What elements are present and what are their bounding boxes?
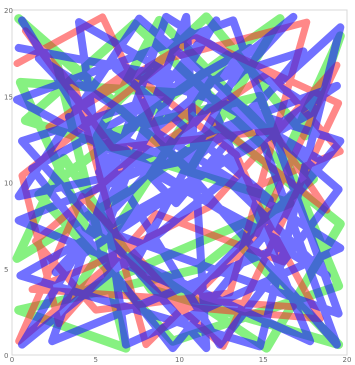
y-tick-label: 15	[4, 93, 13, 101]
y-tick-label: 0	[4, 352, 8, 360]
series-line-3	[13, 12, 345, 353]
y-tick-label: 10	[4, 180, 13, 188]
x-tick-label: 10	[175, 356, 184, 364]
x-tick-label: 0	[10, 356, 14, 364]
y-axis-tick-labels: 0 5 10 15 20	[4, 7, 13, 360]
y-tick-label: 20	[4, 7, 13, 15]
x-axis-tick-labels: 0 5 10 15 20	[10, 356, 352, 364]
y-tick-label: 5	[4, 266, 8, 274]
x-tick-label: 5	[94, 356, 98, 364]
x-tick-label: 15	[259, 356, 268, 364]
x-tick-label: 20	[343, 356, 352, 364]
chart-series	[12, 12, 345, 353]
